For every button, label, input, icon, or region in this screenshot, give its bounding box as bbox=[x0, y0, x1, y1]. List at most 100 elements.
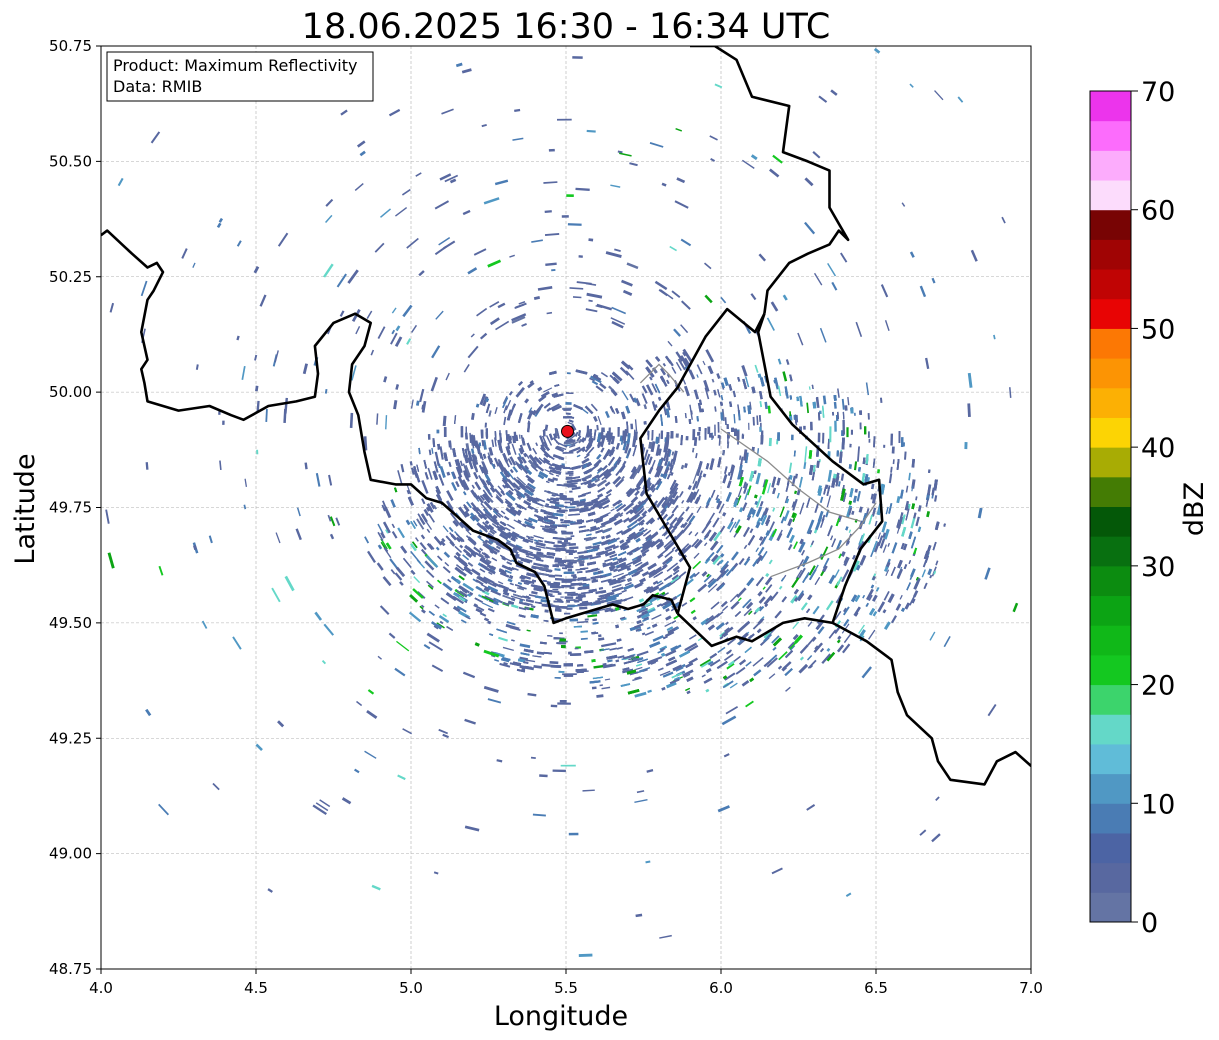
reflectivity-cell bbox=[759, 426, 762, 432]
reflectivity-cell bbox=[426, 542, 434, 551]
reflectivity-cell bbox=[634, 676, 641, 680]
reflectivity-cell bbox=[604, 410, 610, 419]
reflectivity-cell bbox=[459, 460, 464, 467]
reflectivity-cell bbox=[561, 645, 566, 649]
reflectivity-cell bbox=[593, 499, 599, 505]
reflectivity-cell bbox=[487, 607, 495, 613]
reflectivity-cell bbox=[672, 450, 678, 462]
reflectivity-cell bbox=[502, 395, 508, 405]
reflectivity-cell bbox=[517, 581, 523, 586]
reflectivity-cell bbox=[688, 419, 692, 424]
reflectivity-cell bbox=[592, 541, 602, 546]
reflectivity-cell bbox=[568, 446, 581, 454]
reflectivity-cell bbox=[725, 566, 735, 577]
reflectivity-cell bbox=[495, 513, 502, 519]
reflectivity-cell bbox=[420, 604, 425, 608]
reflectivity-cell bbox=[506, 561, 513, 566]
reflectivity-cell bbox=[562, 452, 574, 454]
reflectivity-cell bbox=[543, 554, 555, 559]
reflectivity-cell bbox=[566, 537, 572, 540]
reflectivity-cell bbox=[896, 496, 901, 504]
reflectivity-cell bbox=[634, 505, 645, 515]
reflectivity-cell bbox=[623, 502, 635, 512]
reflectivity-cell bbox=[842, 643, 851, 654]
reflectivity-cell bbox=[589, 377, 595, 382]
reflectivity-cell bbox=[854, 412, 856, 416]
reflectivity-cell bbox=[793, 513, 798, 519]
reflectivity-cell bbox=[646, 586, 651, 590]
reflectivity-cell bbox=[629, 393, 636, 403]
reflectivity-cell bbox=[849, 443, 852, 448]
reflectivity-cell bbox=[928, 469, 931, 473]
reflectivity-cell bbox=[531, 590, 538, 595]
reflectivity-cell bbox=[846, 427, 849, 438]
reflectivity-cell bbox=[619, 366, 630, 376]
reflectivity-cell bbox=[662, 362, 667, 367]
reflectivity-cell bbox=[617, 459, 622, 466]
reflectivity-cell bbox=[905, 485, 909, 493]
reflectivity-cell bbox=[549, 403, 561, 411]
reflectivity-cell bbox=[559, 632, 563, 635]
reflectivity-cell bbox=[809, 664, 814, 669]
reflectivity-cell bbox=[522, 523, 527, 528]
reflectivity-cell bbox=[621, 390, 629, 401]
reflectivity-cell bbox=[873, 436, 876, 448]
reflectivity-field bbox=[105, 47, 1019, 958]
reflectivity-cell bbox=[604, 472, 612, 480]
reflectivity-cell bbox=[917, 505, 922, 512]
reflectivity-cell bbox=[406, 489, 411, 495]
reflectivity-cell bbox=[737, 486, 743, 498]
reflectivity-cell bbox=[428, 449, 432, 456]
reflectivity-cell bbox=[755, 547, 760, 553]
map-title: 18.06.2025 16:30 - 16:34 UTC bbox=[302, 7, 831, 47]
reflectivity-cell bbox=[617, 426, 620, 437]
reflectivity-cell bbox=[666, 373, 670, 378]
reflectivity-cell bbox=[564, 591, 576, 594]
reflectivity-cell bbox=[792, 541, 799, 550]
reflectivity-cell bbox=[720, 600, 728, 608]
reflectivity-cell bbox=[484, 422, 487, 428]
reflectivity-cell bbox=[718, 525, 726, 535]
reflectivity-cell bbox=[715, 494, 719, 501]
reflectivity-cell bbox=[617, 655, 625, 659]
reflectivity-cell bbox=[502, 594, 513, 600]
reflectivity-cell bbox=[563, 416, 572, 419]
reflectivity-cell bbox=[649, 376, 653, 381]
reflectivity-cell bbox=[462, 554, 470, 561]
reflectivity-cell bbox=[794, 490, 798, 495]
reflectivity-cell bbox=[870, 493, 874, 500]
reflectivity-cell bbox=[843, 556, 848, 564]
reflectivity-cell bbox=[697, 431, 701, 436]
reflectivity-cell bbox=[479, 547, 484, 552]
reflectivity-cell bbox=[626, 488, 636, 498]
reflectivity-cell bbox=[512, 466, 519, 473]
reflectivity-cell bbox=[709, 432, 713, 438]
reflectivity-cell bbox=[599, 684, 603, 687]
reflectivity-cell bbox=[891, 615, 897, 624]
reflectivity-cell bbox=[566, 482, 578, 485]
reflectivity-cell bbox=[635, 666, 643, 671]
reflectivity-cell bbox=[518, 606, 527, 611]
reflectivity-cell bbox=[705, 502, 710, 509]
reflectivity-cell bbox=[852, 495, 858, 503]
reflectivity-cell bbox=[647, 689, 652, 693]
reflectivity-cell bbox=[606, 432, 609, 437]
reflectivity-cell bbox=[864, 426, 867, 435]
reflectivity-cell bbox=[629, 468, 638, 480]
reflectivity-cell bbox=[933, 570, 937, 575]
reflectivity-cell bbox=[554, 568, 561, 571]
reflectivity-cell bbox=[768, 673, 776, 680]
reflectivity-cell bbox=[541, 663, 551, 667]
reflectivity-cell bbox=[439, 620, 444, 625]
reflectivity-cell bbox=[735, 666, 746, 675]
reflectivity-cell bbox=[567, 568, 573, 572]
reflectivity-cell bbox=[732, 655, 741, 663]
map-plot-area[interactable]: Product: Maximum Reflectivity Data: RMIB bbox=[100, 45, 1037, 970]
reflectivity-cell bbox=[580, 637, 588, 640]
reflectivity-cell bbox=[711, 378, 715, 383]
reflectivity-cell bbox=[733, 413, 736, 424]
reflectivity-cell bbox=[778, 585, 783, 590]
reflectivity-cell bbox=[810, 421, 813, 431]
reflectivity-cell bbox=[848, 500, 853, 506]
reflectivity-cell bbox=[784, 495, 789, 504]
